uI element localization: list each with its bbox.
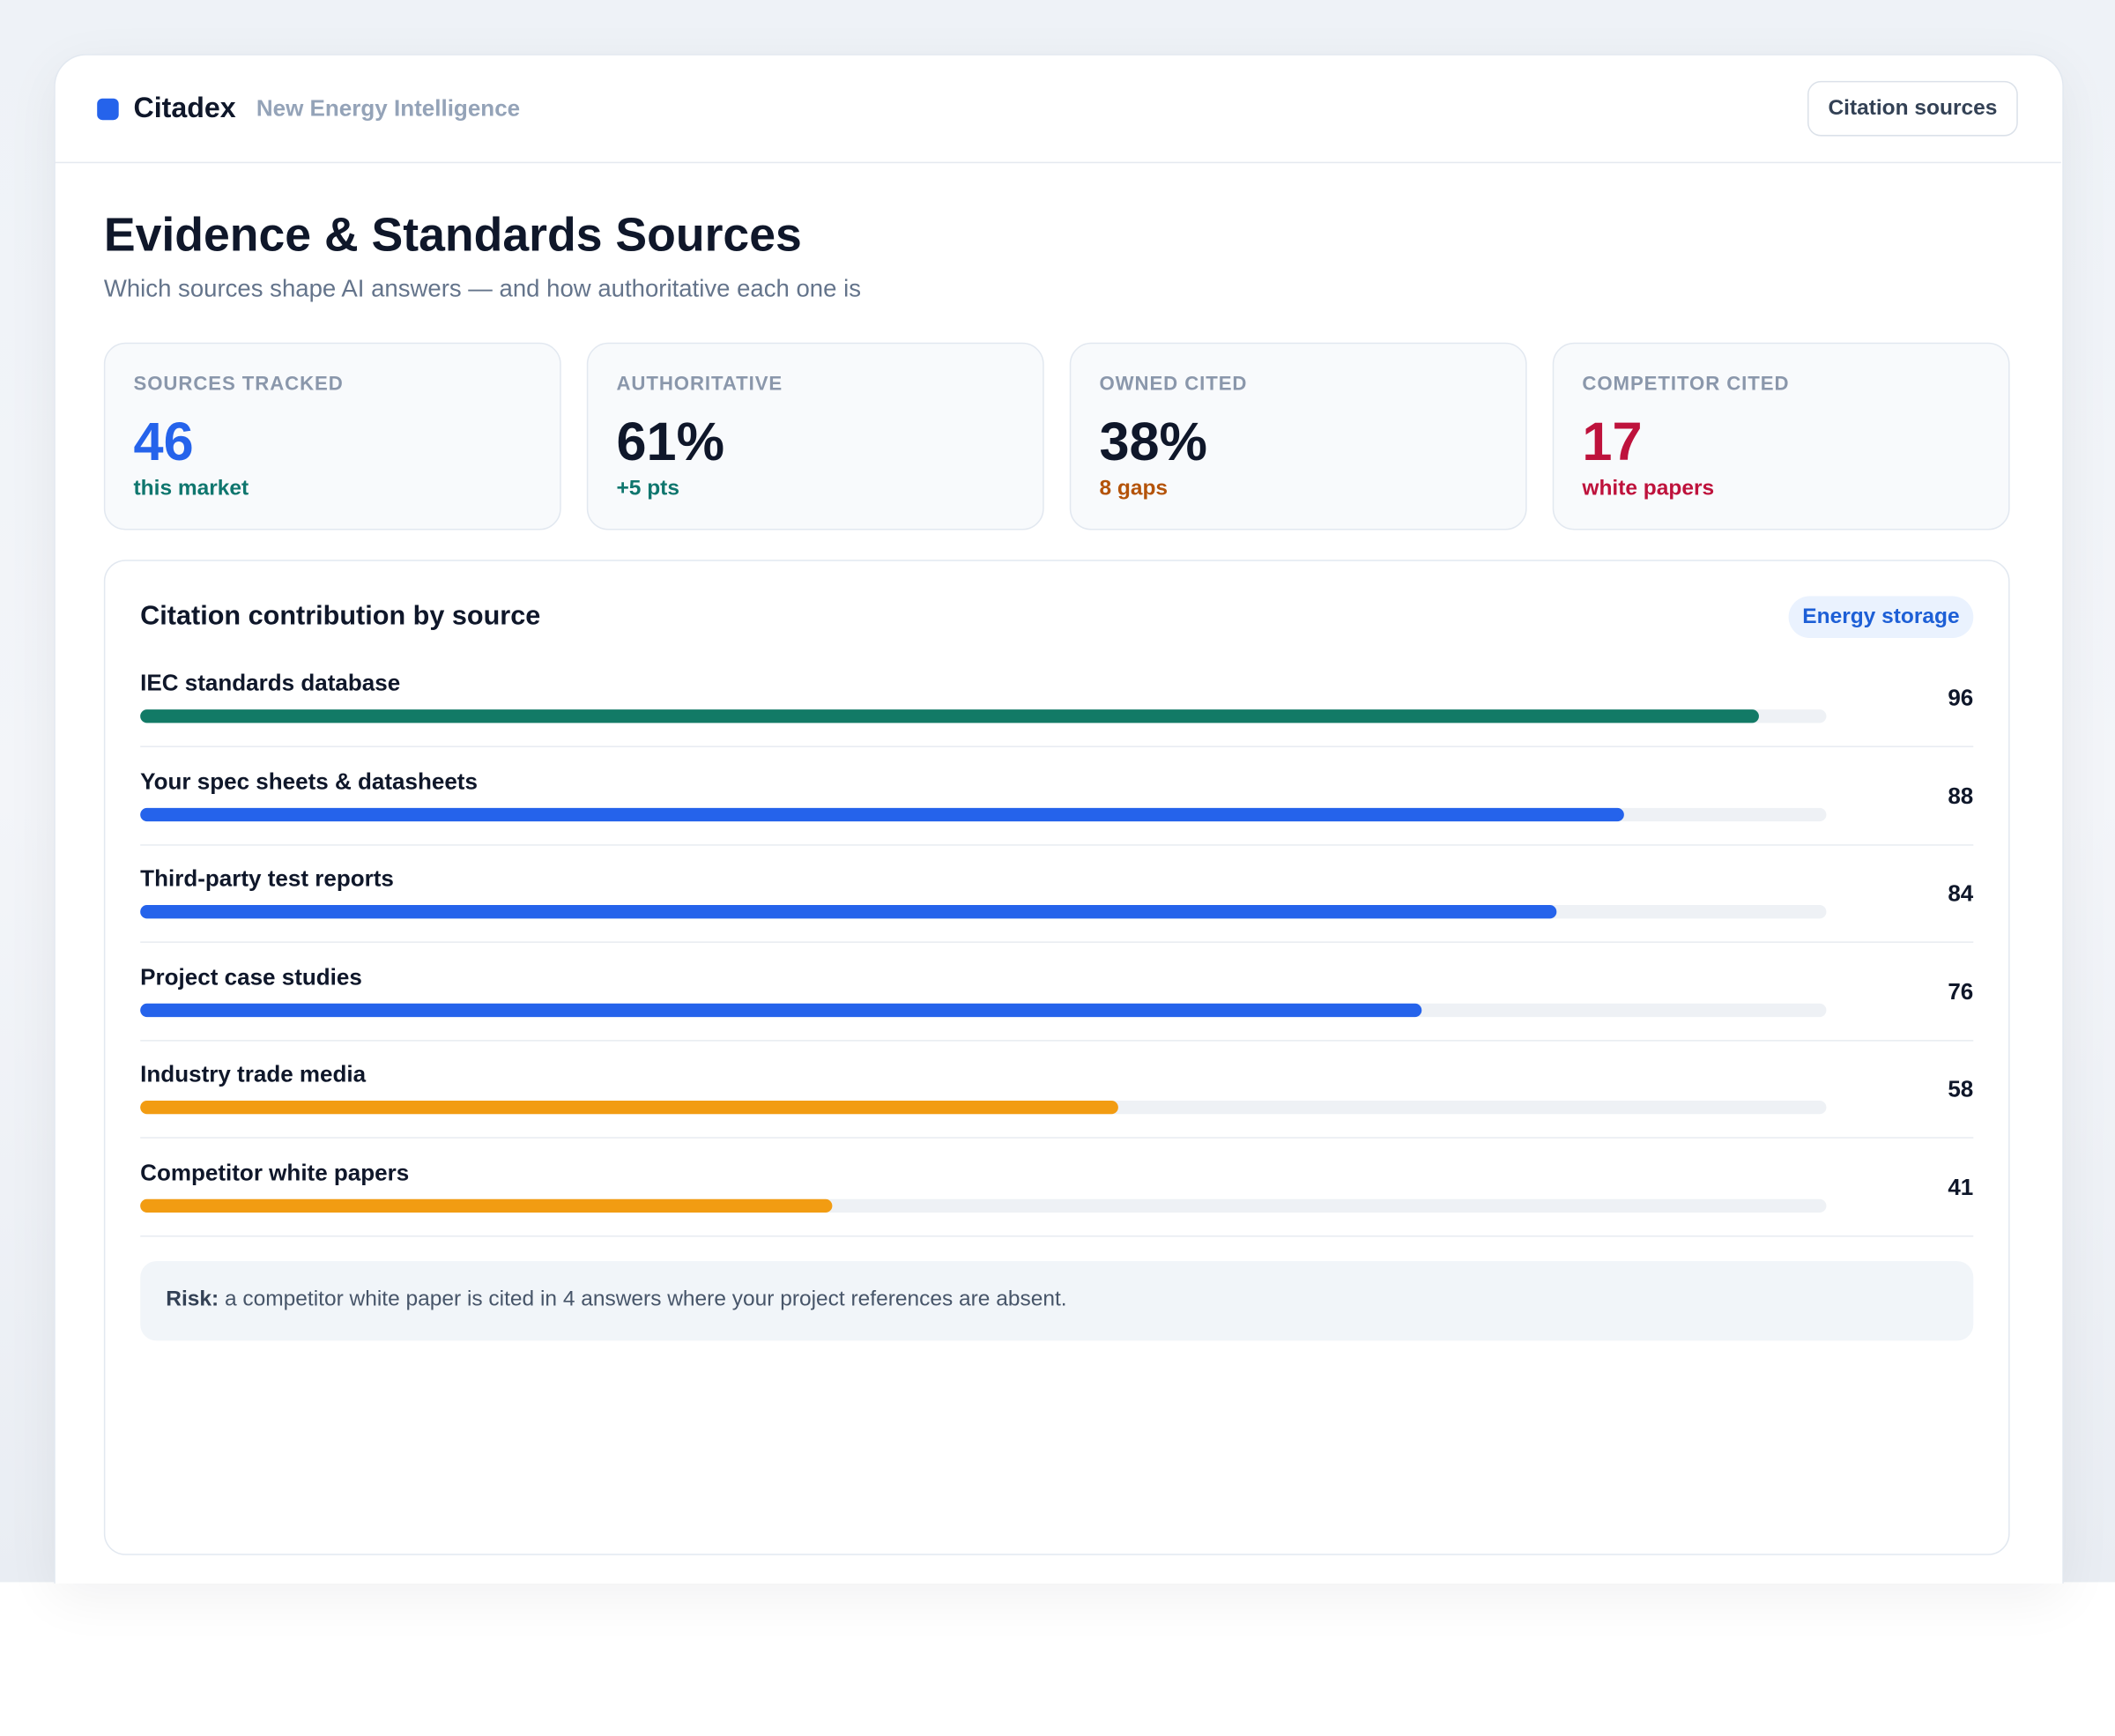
row-value: 41 — [1948, 1174, 1974, 1200]
row-divider — [140, 1039, 1974, 1041]
kpi-card: OWNED CITED 38% 8 gaps — [1069, 342, 1527, 530]
risk-text: a competitor white paper is cited in 4 a… — [224, 1287, 1067, 1311]
kpi-note: +5 pts — [616, 477, 679, 501]
kpi-value: 46 — [133, 412, 194, 472]
row-value: 96 — [1948, 685, 1974, 711]
bar — [140, 1198, 832, 1213]
row-label: Project case studies — [140, 963, 362, 990]
kpi-label: AUTHORITATIVE — [616, 373, 783, 396]
page-title: Evidence & Standards Sources — [103, 209, 802, 262]
kpi-note: white papers — [1582, 477, 1715, 501]
chart-title: Citation contribution by source — [140, 601, 541, 632]
panel — [103, 560, 2010, 1555]
row-label: Third-party test reports — [140, 865, 394, 892]
kpi-label: OWNED CITED — [1099, 373, 1248, 396]
brand: Citadex — [133, 93, 236, 124]
risk-note: Risk: a competitor white paper is cited … — [166, 1287, 1067, 1311]
row-divider — [140, 941, 1974, 943]
citation-sources-button[interactable]: Citation sources — [1807, 80, 2018, 137]
kpi-label: COMPETITOR CITED — [1582, 373, 1790, 396]
bar — [140, 709, 1759, 723]
row-divider — [140, 746, 1974, 747]
kpi-value: 17 — [1582, 412, 1643, 472]
logo — [97, 98, 119, 121]
row-value: 84 — [1948, 880, 1974, 907]
kpi-value: 38% — [1099, 412, 1207, 472]
kpi-card: AUTHORITATIVE 61% +5 pts — [586, 342, 1044, 530]
kpi-note: 8 gaps — [1099, 477, 1169, 501]
row-divider — [140, 1235, 1974, 1236]
bar — [140, 807, 1624, 821]
row-label: Competitor white papers — [140, 1159, 410, 1185]
row-value: 58 — [1948, 1076, 1974, 1102]
row-label: IEC standards database — [140, 670, 401, 696]
kpi-card: COMPETITOR CITED 17 white papers — [1552, 342, 2010, 530]
page-subtitle: Which sources shape AI answers — and how… — [103, 275, 862, 302]
kpi-value: 61% — [616, 412, 725, 472]
kpi-card: SOURCES TRACKED 46 this market — [103, 342, 561, 530]
row-divider — [140, 843, 1974, 845]
bar — [140, 905, 1557, 919]
header-divider — [54, 161, 2061, 164]
kpi-note: this market — [133, 477, 249, 501]
row-value: 88 — [1948, 783, 1974, 809]
risk-box — [140, 1261, 1974, 1341]
row-label: Your spec sheets & datasheets — [140, 768, 478, 794]
risk-label: Risk: — [166, 1287, 219, 1311]
bar — [140, 1003, 1422, 1017]
bar — [140, 1100, 1118, 1115]
product: New Energy Intelligence — [256, 95, 521, 122]
row-divider — [140, 1137, 1974, 1139]
kpi-label: SOURCES TRACKED — [133, 373, 344, 396]
row-value: 76 — [1948, 978, 1974, 1005]
row-label: Industry trade media — [140, 1061, 367, 1087]
segment-tag[interactable]: Energy storage — [1788, 596, 1974, 638]
